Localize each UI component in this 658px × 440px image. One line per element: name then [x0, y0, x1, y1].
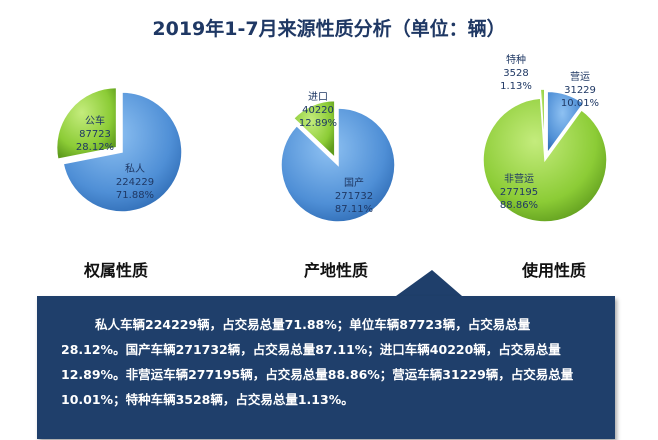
pie-slice — [482, 97, 608, 223]
slice-value-label: 40220 — [302, 105, 334, 116]
slice-percent-label: 12.89% — [299, 118, 337, 129]
slice-label: 公车 — [85, 114, 105, 127]
page-title: 2019年1-7月来源性质分析（单位：辆） — [152, 18, 506, 40]
pie-slice — [55, 86, 118, 161]
pie-caption-origin: 产地性质 — [303, 261, 368, 280]
pie-slice — [292, 99, 336, 160]
pie-caption-usage: 使用性质 — [521, 261, 586, 280]
slice-percent-label: 28.12% — [76, 142, 114, 153]
pie-slice — [546, 90, 585, 156]
slice-label: 国产 — [344, 176, 364, 189]
pie-charts: 私人 224229 71.88% 公车 87723 28.12% 国产 271732 87.11… — [55, 53, 608, 223]
slice-percent-label: 87.11% — [335, 204, 373, 215]
slice-percent-label: 88.86% — [500, 200, 538, 211]
pie-slice — [280, 107, 396, 223]
pie-caption-ownership: 权属性质 — [83, 261, 148, 280]
slice-percent-label: 71.88% — [116, 190, 154, 201]
pie-slice — [62, 91, 183, 213]
slice-value-label: 271732 — [335, 191, 373, 202]
slice-value-label: 31229 — [564, 85, 596, 96]
slice-label: 非营运 — [504, 172, 534, 185]
slice-value-label: 224229 — [116, 177, 154, 188]
pie-slice — [539, 88, 546, 152]
slice-value-label: 87723 — [79, 129, 111, 140]
slice-percent-label: 10.01% — [561, 98, 599, 109]
slice-label: 特种 — [506, 53, 526, 66]
slice-label: 私人 — [125, 163, 145, 175]
slice-percent-label: 1.13% — [500, 81, 532, 92]
slice-value-label: 277195 — [500, 187, 538, 198]
slice-label: 营运 — [570, 70, 590, 83]
slice-value-label: 3528 — [503, 68, 528, 79]
slice-label: 进口 — [308, 91, 328, 103]
summary-box: 私人车辆224229辆，占交易总量71.88%；单位车辆87723辆，占交易总量… — [37, 296, 615, 439]
summary-text: 私人车辆224229辆，占交易总量71.88%；单位车辆87723辆，占交易总量… — [61, 317, 574, 407]
